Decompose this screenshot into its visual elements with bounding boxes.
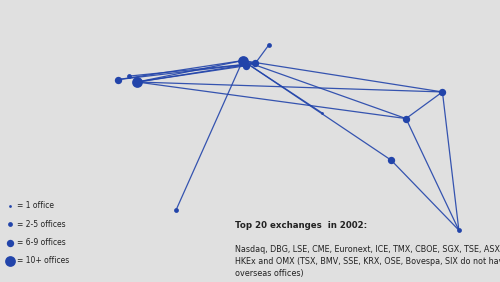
- Point: [6, 259, 14, 263]
- Point: [172, 207, 180, 212]
- Point: [455, 228, 463, 232]
- Text: = 10+ offices: = 10+ offices: [17, 256, 69, 265]
- Point: [252, 61, 260, 66]
- Point: [6, 204, 14, 208]
- Point: [126, 74, 134, 78]
- Text: Top 20 exchanges  in 2002:: Top 20 exchanges in 2002:: [235, 221, 367, 230]
- Text: Nasdaq, DBG, LSE, CME, Euronext, ICE, TMX, CBOE, SGX, TSE, ASX,
HKEx and OMX (TS: Nasdaq, DBG, LSE, CME, Euronext, ICE, TM…: [235, 245, 500, 278]
- Point: [242, 63, 250, 68]
- Point: [402, 116, 410, 121]
- Point: [318, 111, 326, 115]
- Point: [238, 58, 246, 63]
- Point: [114, 77, 122, 82]
- Point: [133, 80, 141, 84]
- Point: [6, 222, 14, 226]
- Text: = 6-9 offices: = 6-9 offices: [17, 238, 66, 247]
- Point: [438, 90, 446, 94]
- Point: [264, 43, 272, 47]
- Text: = 1 office: = 1 office: [17, 201, 54, 210]
- Text: = 2-5 offices: = 2-5 offices: [17, 220, 66, 229]
- Point: [387, 158, 395, 162]
- Point: [6, 240, 14, 245]
